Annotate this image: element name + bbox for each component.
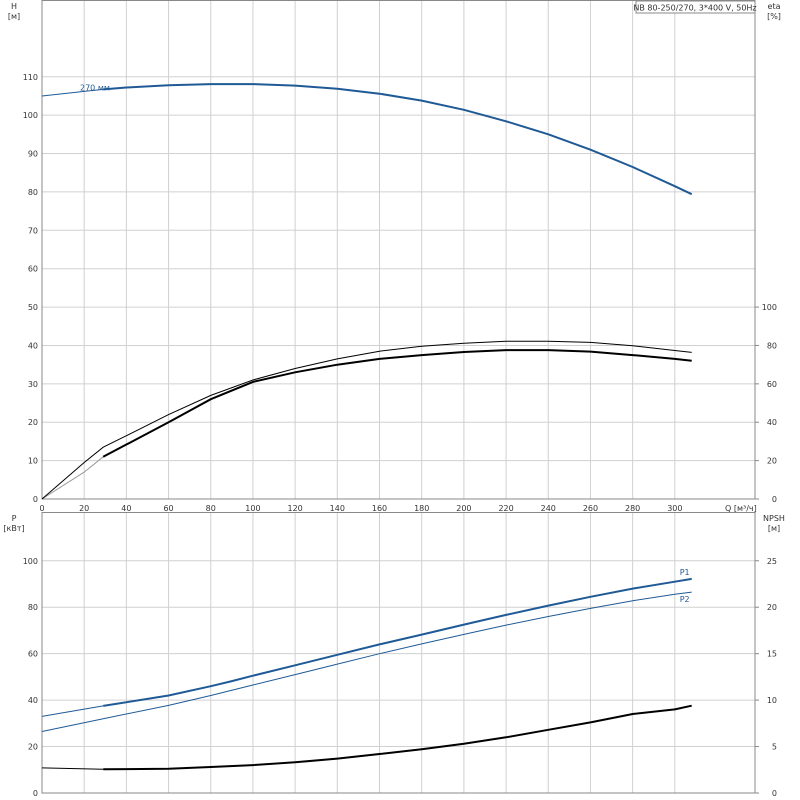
y2-tick-label: 10 [767, 696, 777, 705]
chart-title: NB 80-250/270, 3*400 V, 50Hz [633, 3, 756, 12]
y-tick-label: 20 [28, 418, 38, 427]
y-tick-label: 80 [28, 187, 38, 196]
curve [41, 767, 104, 770]
curve [103, 577, 692, 707]
y-tick-label: 20 [28, 742, 38, 751]
x-tick-label: 240 [541, 504, 556, 513]
y2-tick-label: 20 [767, 603, 777, 612]
y-tick-label: 90 [28, 149, 38, 158]
x-tick-label: 180 [414, 504, 429, 513]
y2-tick-label: 60 [767, 379, 777, 388]
y2-tick-label: 40 [767, 418, 777, 427]
curve [102, 349, 692, 458]
x-tick-label: 60 [163, 504, 173, 513]
x-tick-label: 160 [372, 504, 387, 513]
curve [103, 83, 693, 196]
plot-frame [41, 0, 756, 500]
x-tick-label: 120 [287, 504, 302, 513]
y-tick-label: 100 [23, 556, 38, 565]
y-tick-label: 50 [28, 303, 38, 312]
y2-tick-label: 15 [767, 649, 777, 658]
x-tick-label: 140 [330, 504, 345, 513]
x-tick-label: 20 [79, 504, 89, 513]
y-tick-label: 80 [28, 603, 38, 612]
x-tick-label: 200 [456, 504, 471, 513]
y-tick-label: 110 [23, 72, 38, 81]
curve [41, 456, 104, 500]
y2-tick-label: 0 [772, 789, 777, 798]
title-box: NB 80-250/270, 3*400 V, 50Hz [633, 0, 757, 14]
y2-tick-label: 0 [772, 495, 777, 504]
x-tick-label: 280 [625, 504, 640, 513]
y-tick-label: 60 [28, 649, 38, 658]
x-tick-label: 260 [583, 504, 598, 513]
y-axis-label: P [кВт] [3, 514, 24, 533]
curve-label: P1 [680, 567, 690, 576]
y2-tick-label: 5 [772, 742, 777, 751]
x-tick-label: 0 [39, 504, 44, 513]
y2-axis-label: NPSH [м] [763, 514, 785, 533]
plot-frame [41, 512, 756, 794]
y-tick-label: 40 [28, 696, 38, 705]
x-axis-label: Q [м³/ч] [725, 504, 757, 513]
curve-label: 270 мм [80, 83, 110, 92]
y-tick-label: 0 [33, 789, 38, 798]
curve [103, 704, 692, 771]
x-tick-label: 80 [206, 504, 216, 513]
y-tick-label: 10 [28, 456, 38, 465]
y-tick-label: 70 [28, 226, 38, 235]
y2-tick-label: 25 [767, 556, 777, 565]
y2-tick-label: 100 [762, 303, 777, 312]
y-tick-label: 60 [28, 264, 38, 273]
title-frame [635, 0, 756, 14]
y-tick-label: 0 [33, 495, 38, 504]
y2-tick-label: 80 [767, 341, 777, 350]
curve [41, 340, 692, 500]
y-tick-label: 40 [28, 341, 38, 350]
x-tick-label: 220 [498, 504, 513, 513]
curve [41, 88, 104, 97]
curve [41, 591, 692, 732]
curve [41, 705, 104, 717]
y-tick-label: 30 [28, 379, 38, 388]
y2-axis-label: eta [%] [767, 2, 781, 21]
y-axis-label: H [м] [8, 2, 20, 21]
y2-tick-label: 20 [767, 456, 777, 465]
x-tick-label: 300 [667, 504, 682, 513]
y-tick-label: 100 [23, 111, 38, 120]
x-tick-label: 40 [121, 504, 131, 513]
x-tick-label: 100 [245, 504, 260, 513]
curve-label: P2 [680, 595, 690, 604]
